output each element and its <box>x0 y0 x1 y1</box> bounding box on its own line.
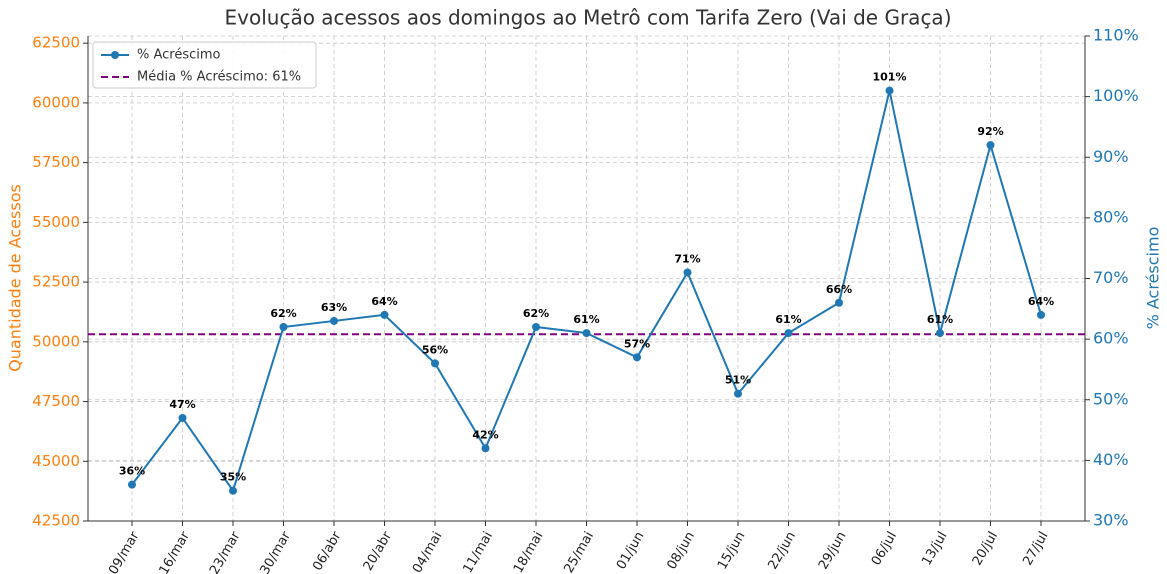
y-tick-label: 47500 <box>32 392 80 410</box>
y2-tick-label: 80% <box>1093 207 1129 226</box>
value-label: 63% <box>321 301 347 314</box>
point <box>431 359 439 368</box>
value-label: 92% <box>977 125 1003 138</box>
x-tick-label: 29/jun <box>816 529 849 572</box>
x-tick-label: 27/jul <box>1020 529 1051 568</box>
value-label: 64% <box>371 295 397 308</box>
y-tick-label: 57500 <box>32 153 80 171</box>
x-tick-label: 30/mar <box>258 529 295 574</box>
value-label: 42% <box>472 428 498 441</box>
point <box>734 389 742 398</box>
x-tick-label: 18/mai <box>511 529 547 574</box>
point <box>885 86 894 95</box>
value-label: 64% <box>1028 295 1054 308</box>
x-tick-label: 01/jun <box>614 529 647 572</box>
y2-tick-label: 70% <box>1093 268 1129 287</box>
y-tick-label: 52500 <box>32 273 80 291</box>
x-tick-label: 09/mar <box>106 529 143 574</box>
legend-label: % Acréscimo <box>137 48 221 63</box>
value-label: 47% <box>169 398 195 411</box>
point <box>936 329 944 338</box>
legend-box <box>92 41 317 89</box>
y-tick-label: 50000 <box>32 332 80 350</box>
x-tick-label: 25/mai <box>561 529 597 574</box>
point <box>532 323 540 331</box>
point <box>380 310 389 319</box>
x-tick-label: 20/jul <box>970 529 1001 568</box>
value-label: 61% <box>775 313 801 326</box>
value-label: 71% <box>674 252 700 265</box>
point <box>229 486 237 495</box>
x-tick-label: 04/mai <box>410 529 446 574</box>
value-label: 51% <box>725 374 751 387</box>
value-label: 61% <box>573 313 599 326</box>
y-tick-label: 55000 <box>32 213 80 231</box>
y-axis-label: Quantidade de Acessos <box>6 184 25 372</box>
y2-tick-label: 90% <box>1093 147 1129 166</box>
x-tick-label: 08/jun <box>664 529 697 572</box>
chart-title: Evolução acessos aos domingos ao Metrô c… <box>225 6 952 30</box>
value-label: 57% <box>624 337 650 350</box>
x-tick-label: 20/abr <box>361 529 396 574</box>
point <box>481 444 490 453</box>
value-label: 101% <box>873 71 907 84</box>
y2-tick-label: 60% <box>1093 329 1129 348</box>
point <box>128 480 136 489</box>
legend-label: Média % Acréscimo: 61% <box>137 70 301 85</box>
value-label: 61% <box>927 313 953 326</box>
x-tick-label: 22/jun <box>765 529 798 572</box>
point <box>784 329 793 338</box>
legend-swatch <box>111 51 119 59</box>
point <box>986 141 995 150</box>
point <box>178 413 187 422</box>
x-tick-label: 11/mai <box>460 529 496 574</box>
value-label: 35% <box>220 471 246 484</box>
x-tick-label: 23/mar <box>207 529 244 574</box>
x-tick-label: 06/abr <box>310 529 345 574</box>
value-label: 56% <box>422 343 448 356</box>
x-tick-label: 16/mar <box>157 529 194 574</box>
value-label: 36% <box>119 465 145 478</box>
point <box>330 316 338 325</box>
x-tick-label: 06/jul <box>869 529 900 568</box>
x-tick-label: 15/jun <box>715 529 748 572</box>
y2-tick-label: 30% <box>1093 511 1129 530</box>
y-tick-label: 42500 <box>32 512 80 530</box>
y-tick-label: 45000 <box>32 452 80 470</box>
y2-tick-label: 40% <box>1093 450 1129 469</box>
point <box>279 323 288 331</box>
value-label: 62% <box>270 307 296 320</box>
y2-axis-label: % Acréscimo <box>1144 227 1163 330</box>
point <box>683 268 692 277</box>
x-tick-label: 13/jul <box>919 529 950 568</box>
y2-tick-label: 100% <box>1093 86 1139 105</box>
value-label: 66% <box>826 283 852 296</box>
point <box>835 298 843 307</box>
y-tick-label: 60000 <box>32 93 80 111</box>
point <box>582 329 591 338</box>
point <box>633 353 641 362</box>
value-label: 62% <box>523 307 549 320</box>
y2-tick-label: 110% <box>1093 26 1139 45</box>
y-tick-label: 62500 <box>32 34 80 52</box>
y2-tick-label: 50% <box>1093 389 1129 408</box>
point <box>1037 310 1045 319</box>
